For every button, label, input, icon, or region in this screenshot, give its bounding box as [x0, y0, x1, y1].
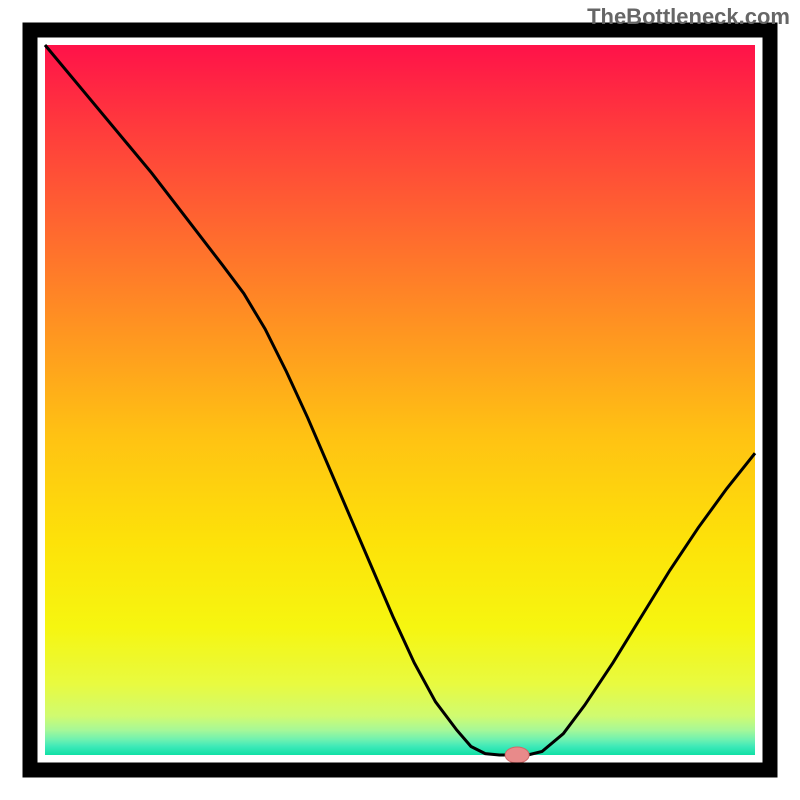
- optimal-marker: [505, 747, 529, 763]
- plot-background: [45, 45, 755, 755]
- bottleneck-chart: TheBottleneck.com: [0, 0, 800, 800]
- watermark-text: TheBottleneck.com: [587, 4, 790, 30]
- chart-svg: [0, 0, 800, 800]
